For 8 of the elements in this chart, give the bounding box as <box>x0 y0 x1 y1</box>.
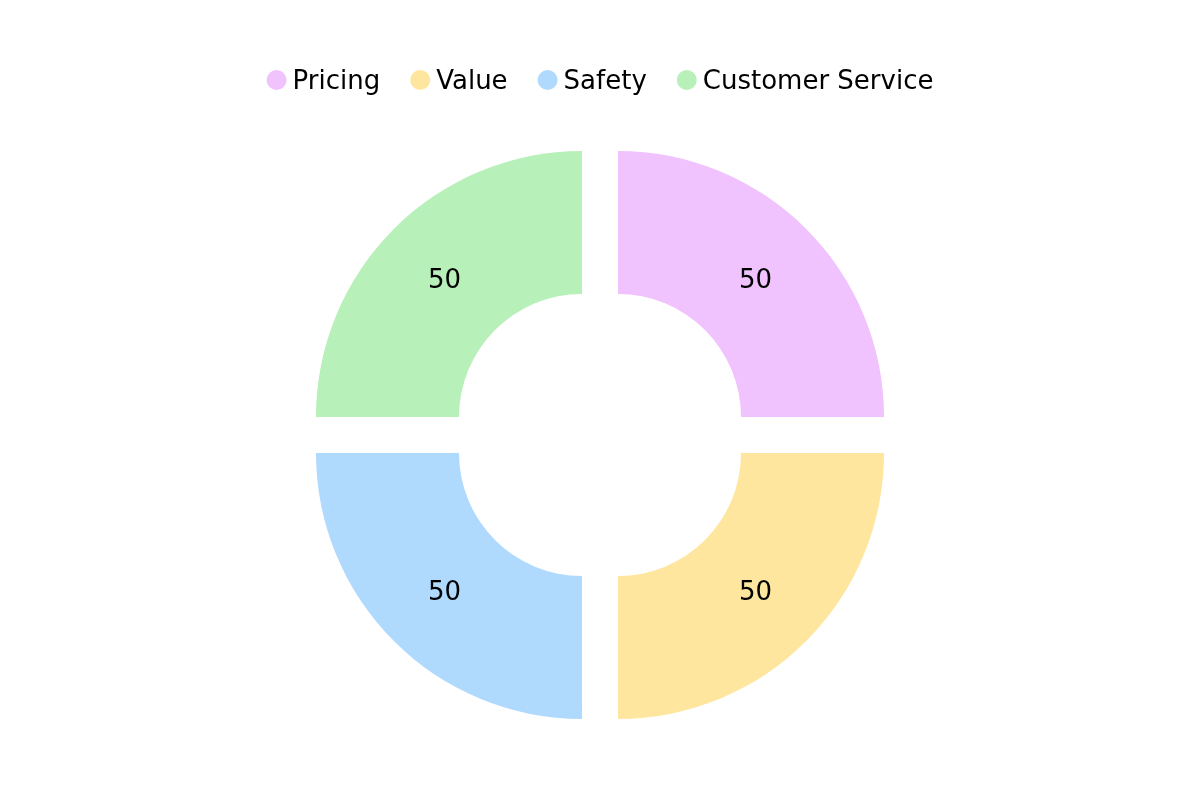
legend-label: Customer Service <box>702 65 934 95</box>
legend-label: Pricing <box>292 65 381 95</box>
legend-label: Value <box>436 65 508 95</box>
legend-label: Safety <box>563 65 647 95</box>
data-label: 50 <box>739 575 773 606</box>
data-label: 50 <box>427 575 461 606</box>
data-label: 50 <box>427 264 461 295</box>
data-label: 50 <box>739 264 773 295</box>
